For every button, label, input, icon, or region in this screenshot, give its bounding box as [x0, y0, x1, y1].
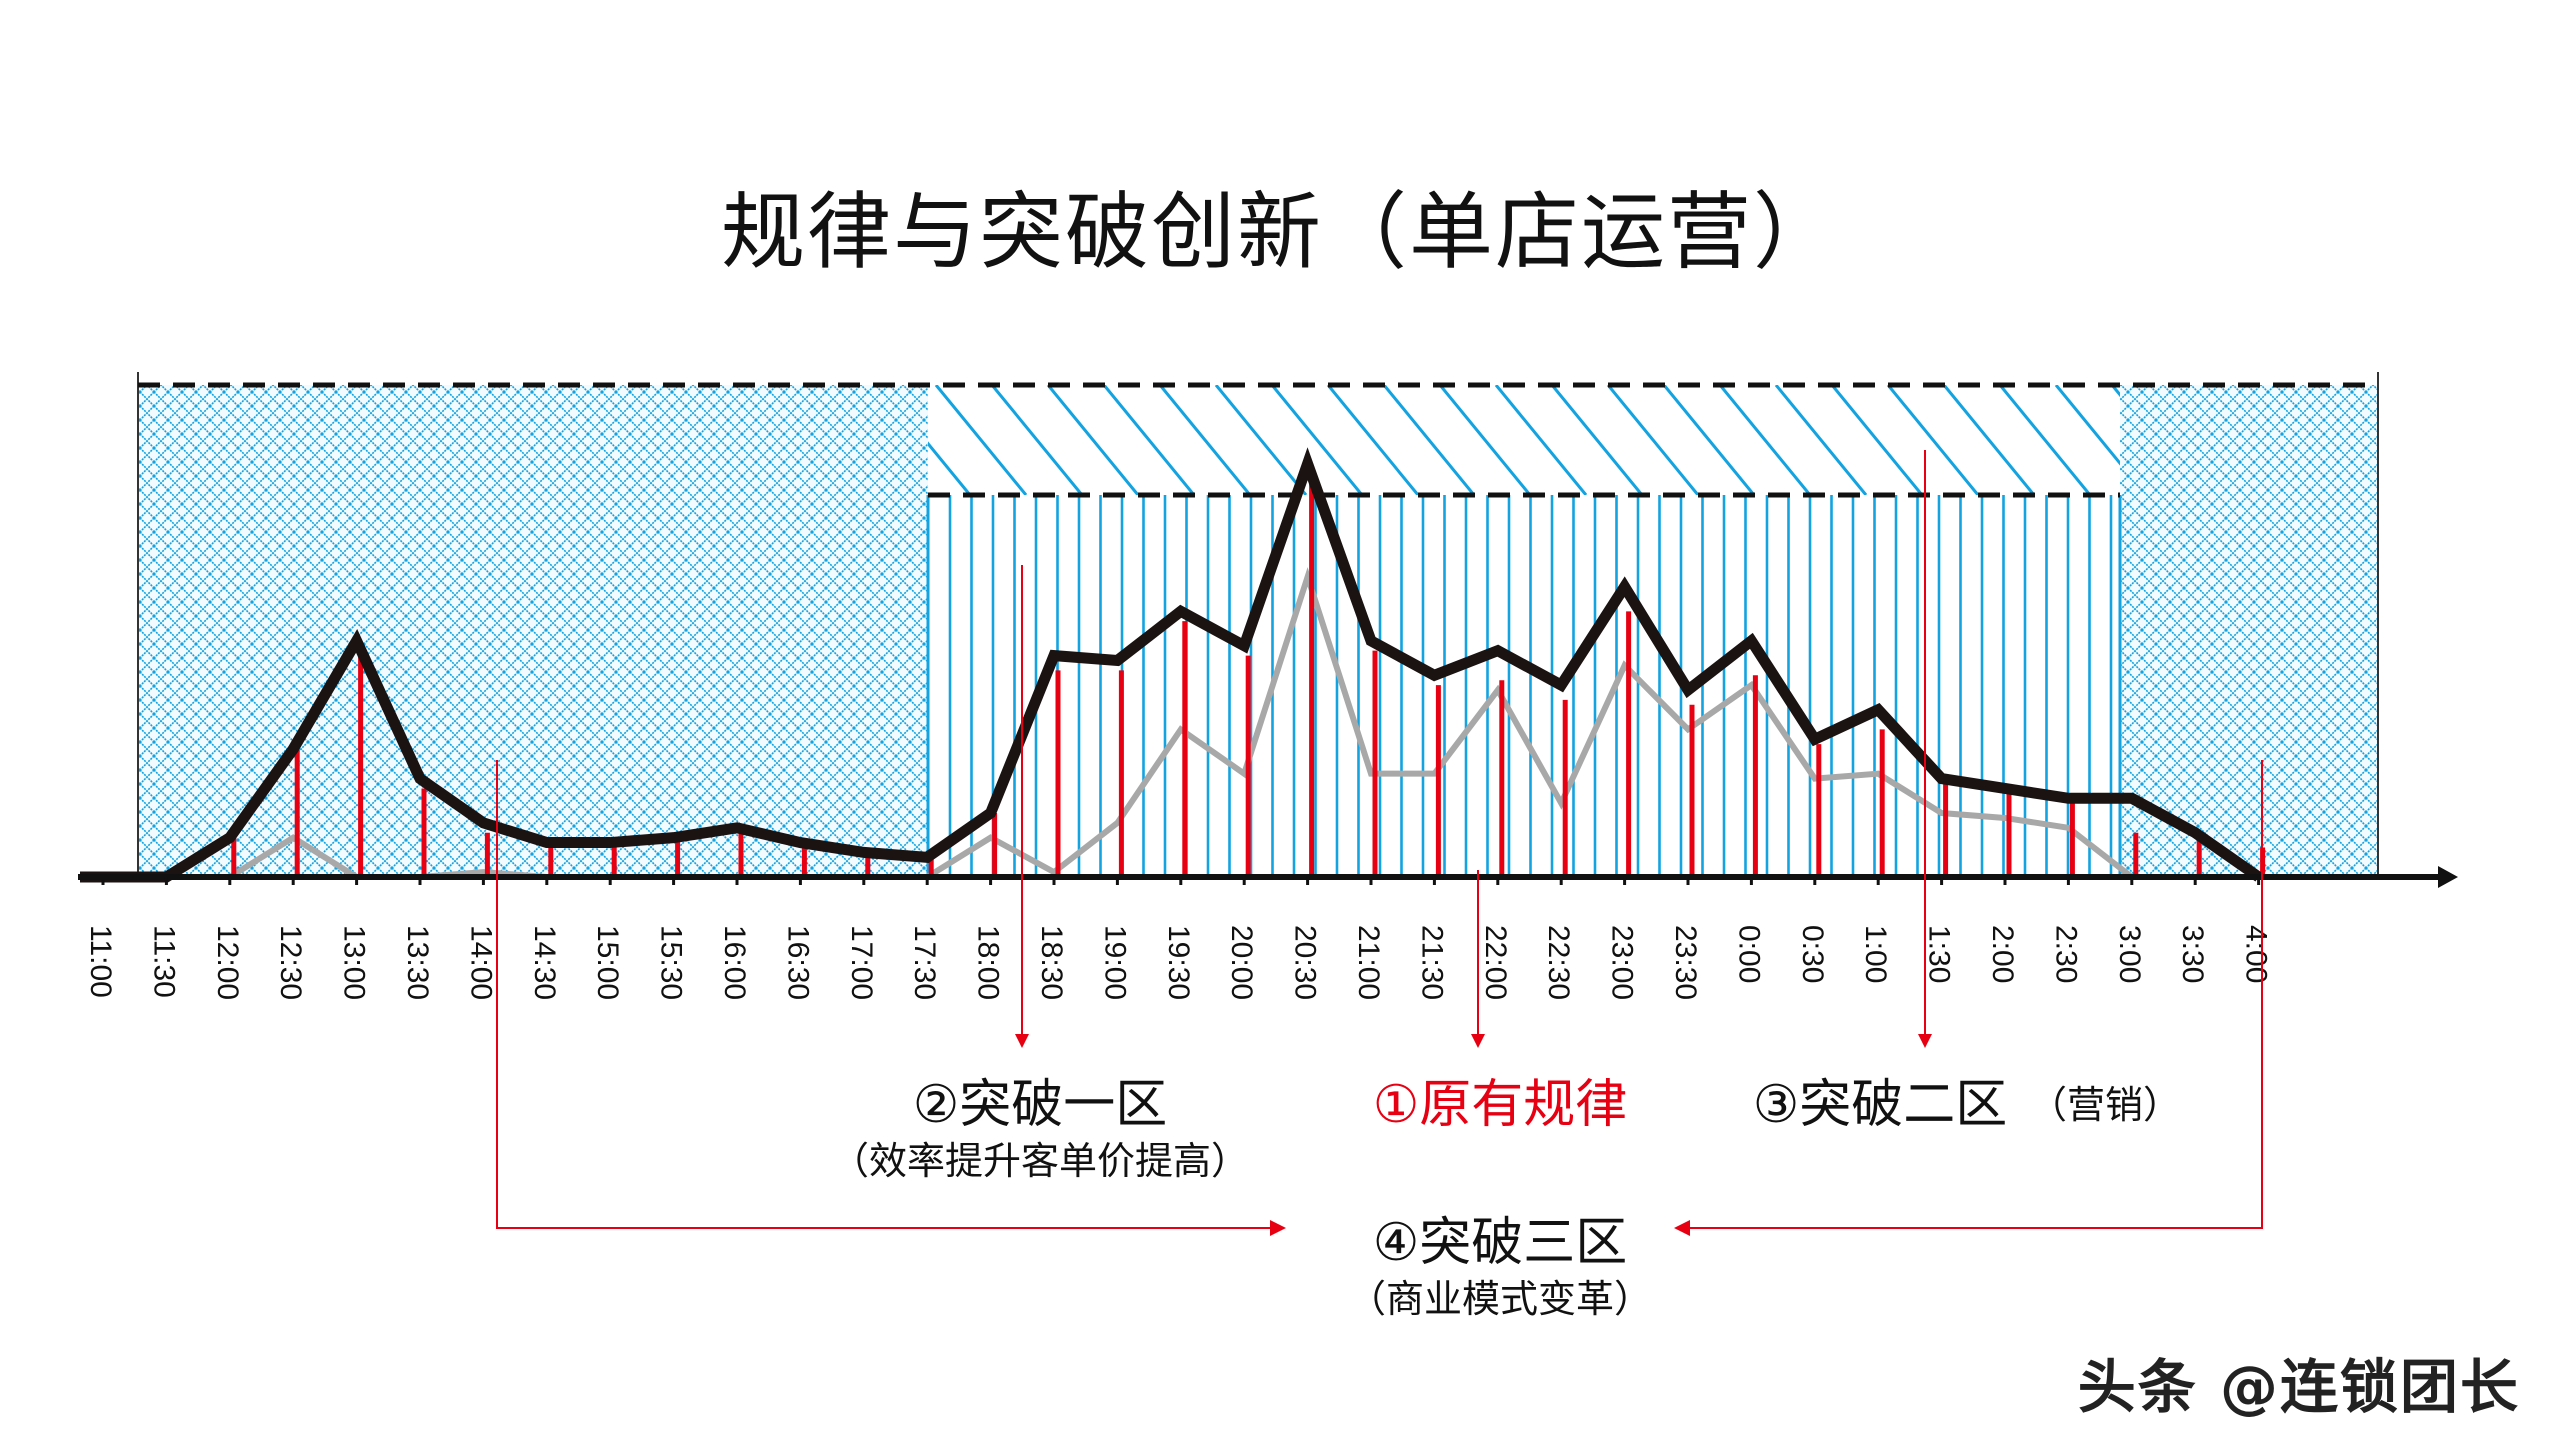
svg-text:20:00: 20:00 [1225, 925, 1258, 1000]
zone2-label: ②突破一区 [912, 1075, 1168, 1135]
svg-text:0:00: 0:00 [1732, 925, 1765, 983]
svg-text:3:00: 3:00 [2113, 925, 2146, 983]
svg-text:11:30: 11:30 [147, 925, 180, 998]
svg-text:17:30: 17:30 [908, 925, 941, 1000]
svg-text:11:00: 11:00 [84, 925, 117, 998]
svg-text:20:30: 20:30 [1289, 925, 1322, 1000]
svg-text:21:00: 21:00 [1352, 925, 1385, 1000]
svg-text:13:00: 13:00 [338, 925, 371, 1000]
dashed-reference-lines [138, 382, 2378, 498]
zone-backgrounds [137, 372, 2379, 877]
vertical-hatch-lines [948, 495, 2113, 877]
svg-text:15:00: 15:00 [591, 925, 624, 1000]
original-pattern-line [103, 567, 2259, 880]
zone1-label: ①原有规律 [1372, 1075, 1628, 1135]
svg-text:23:00: 23:00 [1606, 925, 1639, 1000]
svg-text:1:00: 1:00 [1859, 925, 1892, 983]
zone3-sublabel: （营销） [2028, 1083, 2181, 1127]
watermark: 头条 @连锁团长 [2077, 1353, 2520, 1421]
zone3-label: ③突破二区 [1752, 1075, 2008, 1135]
svg-text:14:30: 14:30 [528, 925, 561, 1000]
svg-text:12:30: 12:30 [274, 925, 307, 1000]
svg-text:22:00: 22:00 [1479, 925, 1512, 1000]
zone2-sublabel: （效率提升客单价提高） [830, 1139, 1249, 1183]
svg-text:17:00: 17:00 [845, 925, 878, 1000]
svg-text:1:30: 1:30 [1923, 925, 1956, 983]
page-title: 规律与突破创新（单店运营） [720, 183, 1839, 281]
zone4-sublabel: （商业模式变革） [1347, 1277, 1652, 1321]
svg-text:19:30: 19:30 [1162, 925, 1195, 1000]
svg-text:12:00: 12:00 [211, 925, 244, 1000]
svg-text:16:30: 16:30 [781, 925, 814, 1000]
svg-text:4:00: 4:00 [2240, 925, 2273, 983]
diagonal-hatch-lines [928, 385, 2120, 495]
red-stems [231, 478, 2266, 877]
svg-text:22:30: 22:30 [1542, 925, 1575, 1000]
svg-text:23:30: 23:30 [1669, 925, 1702, 1000]
svg-text:3:30: 3:30 [2176, 925, 2209, 983]
svg-text:0:30: 0:30 [1796, 925, 1829, 983]
svg-text:2:30: 2:30 [2049, 925, 2082, 983]
x-axis [78, 866, 2458, 888]
svg-text:14:00: 14:00 [464, 925, 497, 1000]
svg-text:15:30: 15:30 [655, 925, 688, 1000]
current-traffic-line [80, 447, 2262, 883]
annotation-arrows [496, 450, 2263, 1236]
svg-text:19:00: 19:00 [1098, 925, 1131, 1000]
zone4-label: ④突破三区 [1372, 1213, 1628, 1273]
x-tick-labels: 11:00 11:30 12:00 12:30 13:00 13:30 14:00 14:30… [84, 925, 2273, 1000]
svg-text:21:30: 21:30 [1415, 925, 1448, 1000]
svg-text:2:00: 2:00 [1986, 925, 2019, 983]
svg-text:13:30: 13:30 [401, 925, 434, 1000]
svg-text:16:00: 16:00 [718, 925, 751, 1000]
svg-text:18:30: 18:30 [1035, 925, 1068, 1000]
svg-text:18:00: 18:00 [972, 925, 1005, 1000]
